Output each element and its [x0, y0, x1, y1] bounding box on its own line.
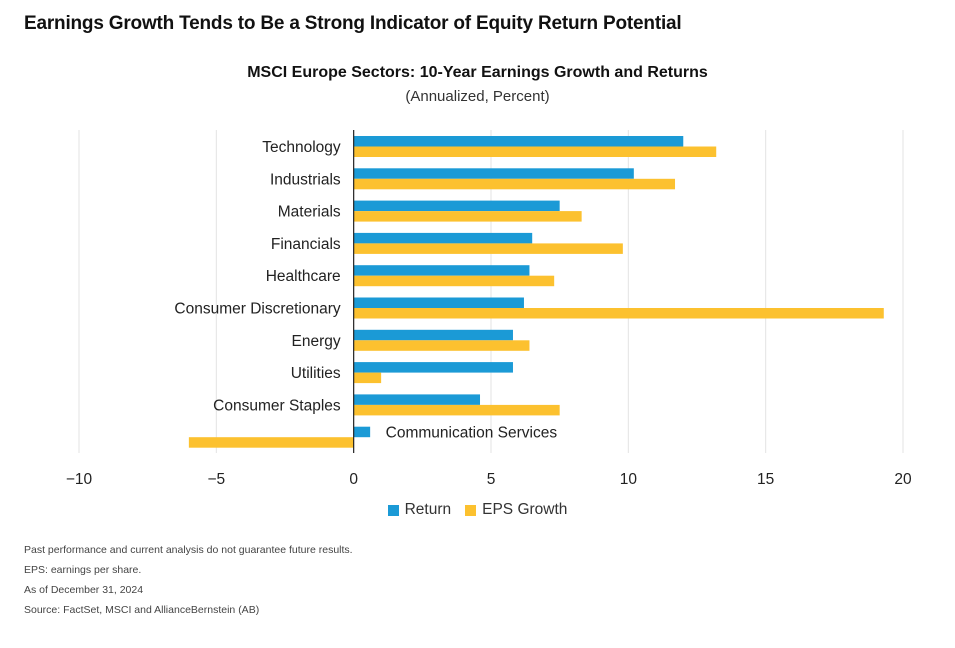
footnotes: Past performance and current analysis do… [24, 540, 353, 620]
eps-growth-bar [353, 211, 582, 222]
legend-item-return: Return [387, 501, 452, 519]
return-bar [353, 265, 530, 276]
eps-growth-bar [353, 243, 623, 254]
return-bar [353, 394, 481, 405]
return-bar [353, 136, 684, 147]
return-bar [353, 362, 513, 373]
x-tick-label: 10 [620, 471, 638, 488]
chart-subtitle: (Annualized, Percent) [405, 88, 550, 105]
eps-growth-bar [353, 178, 676, 190]
legend: Return EPS Growth [0, 501, 955, 519]
return-bar [353, 168, 634, 179]
eps-growth-bar [353, 146, 717, 157]
eps-growth-bar [353, 404, 560, 416]
footnote-eps-definition: EPS: earnings per share. [24, 564, 142, 576]
category-label: Materials [278, 204, 341, 221]
category-label: Financials [271, 236, 341, 253]
category-label: Energy [292, 333, 341, 350]
x-tick-label: −5 [207, 471, 225, 488]
category-label: Utilities [291, 365, 341, 382]
return-bar [353, 200, 560, 212]
legend-swatch-eps-growth [465, 504, 477, 516]
eps-growth-bar [353, 372, 382, 384]
eps-growth-bar [353, 275, 555, 287]
return-bar [353, 426, 371, 438]
legend-item-eps-growth: EPS Growth [465, 501, 567, 519]
x-tick-label: 20 [894, 471, 912, 488]
category-label: Industrials [270, 171, 341, 188]
footnote-as-of-date: As of December 31, 2024 [24, 584, 144, 596]
footnote-disclaimer: Past performance and current analysis do… [24, 544, 353, 556]
legend-swatch-return [387, 504, 399, 516]
footnote-source: Source: FactSet, MSCI and AllianceBernst… [24, 604, 260, 616]
x-tick-label: 5 [487, 471, 496, 488]
x-tick-label: −10 [66, 471, 93, 488]
x-tick-label: 15 [757, 471, 774, 488]
bar-chart: −10 −5 0 5 10 15 20 Technology Industrials Materi… [66, 130, 912, 488]
legend-label-eps-growth: EPS Growth [482, 501, 568, 518]
eps-growth-bar [353, 340, 530, 351]
legend-label-return: Return [404, 501, 452, 518]
chart-title: MSCI Europe Sectors: 10-Year Earnings Gr… [247, 64, 708, 81]
return-bar [353, 232, 533, 244]
eps-growth-bar [188, 437, 354, 448]
eps-growth-bar [353, 308, 884, 319]
category-label: Communication Services [386, 425, 558, 442]
headline: Earnings Growth Tends to Be a Strong Ind… [24, 13, 682, 34]
return-bar [353, 329, 513, 341]
return-bar [353, 297, 524, 308]
category-label: Consumer Staples [213, 397, 341, 414]
category-label: Technology [262, 139, 341, 156]
x-tick-label: 0 [349, 471, 358, 488]
category-label: Consumer Discretionary [174, 301, 340, 318]
category-label: Healthcare [266, 268, 341, 285]
